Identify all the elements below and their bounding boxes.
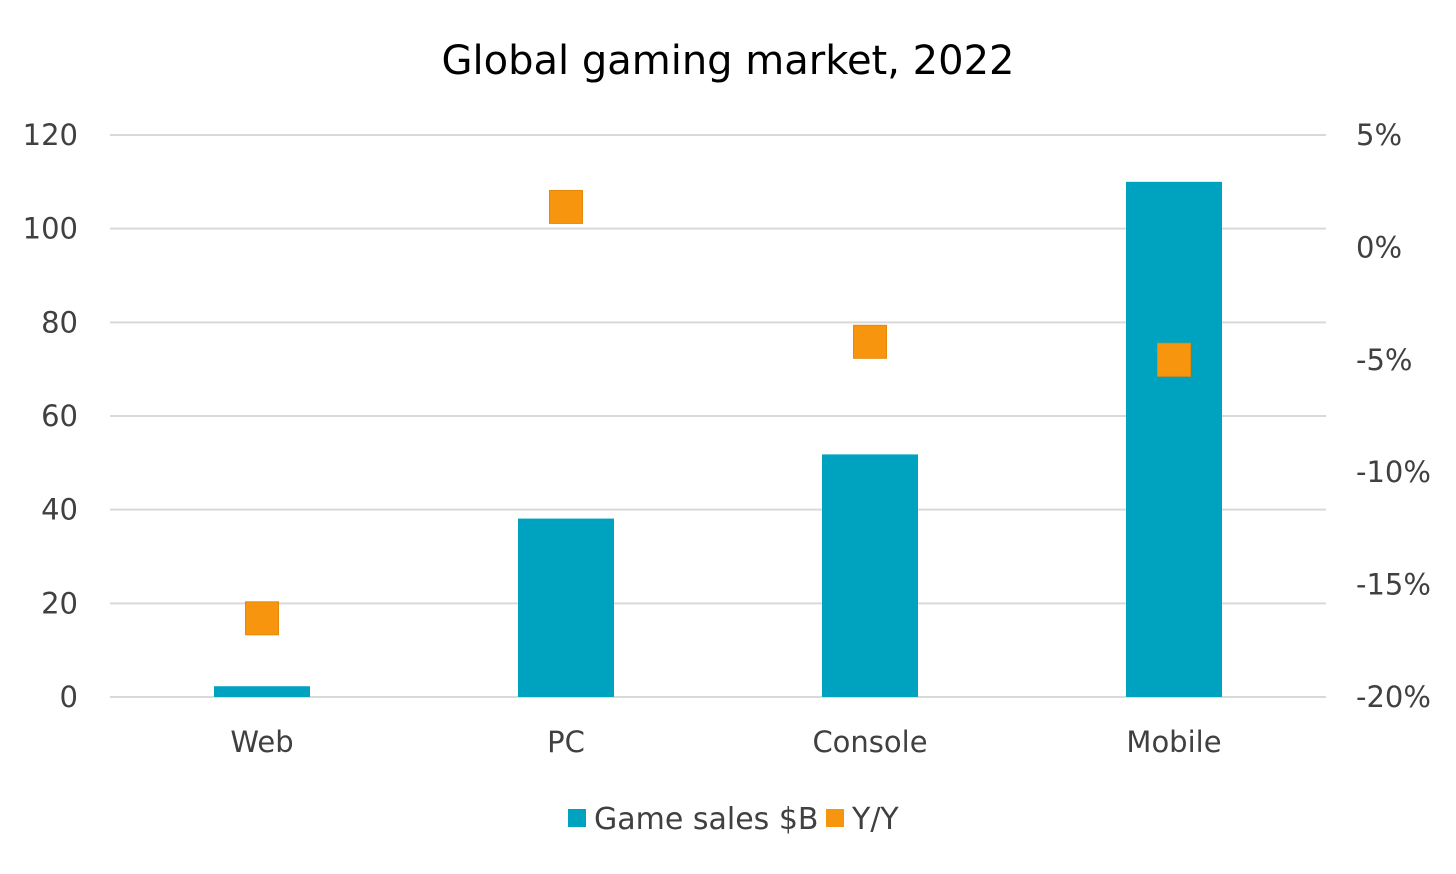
- y-left-tick-label: 60: [41, 399, 78, 433]
- x-tick-label: PC: [547, 725, 585, 759]
- y-left-tick-label: 20: [41, 586, 78, 620]
- marker-pc: [549, 189, 583, 224]
- x-axis: Web PC Console Mobile: [230, 725, 1221, 759]
- y-right-tick-label: -15%: [1356, 568, 1431, 602]
- gridlines: [110, 134, 1326, 698]
- legend-item: Game sales $B: [568, 802, 819, 837]
- marker-mobile: [1157, 342, 1191, 377]
- marker-series: [245, 189, 1191, 636]
- marker-console: [853, 324, 887, 359]
- y-left-tick-label: 0: [60, 680, 78, 714]
- y-right-tick-label: -5%: [1356, 343, 1412, 377]
- x-tick-label: Mobile: [1126, 725, 1221, 759]
- y-axis-right: -20% -15% -10% -5% 0% 5%: [1356, 118, 1431, 714]
- chart-title: Global gaming market, 2022: [442, 38, 1015, 84]
- legend-label: Y/Y: [851, 802, 899, 837]
- x-tick-label: Console: [812, 725, 927, 759]
- bar-web: [214, 686, 310, 697]
- y-left-tick-label: 40: [41, 493, 78, 527]
- legend-swatch: [568, 809, 586, 827]
- bar-series: [214, 181, 1222, 698]
- legend-label: Game sales $B: [594, 802, 819, 837]
- y-right-tick-label: 5%: [1356, 118, 1402, 152]
- bar-pc: [518, 518, 614, 697]
- y-right-tick-label: -10%: [1356, 455, 1431, 489]
- y-left-tick-label: 80: [41, 305, 78, 339]
- y-axis-left: 0 20 40 60 80 100 120: [23, 118, 78, 714]
- legend-swatch: [826, 809, 844, 827]
- bar-console: [822, 454, 918, 697]
- y-left-tick-label: 100: [23, 212, 78, 246]
- marker-web: [245, 601, 279, 636]
- legend-item: Y/Y: [826, 802, 899, 837]
- x-tick-label: Web: [230, 725, 293, 759]
- y-right-tick-label: 0%: [1356, 230, 1402, 264]
- legend: Game sales $B Y/Y: [568, 802, 899, 837]
- bar-mobile: [1126, 181, 1222, 698]
- y-left-tick-label: 120: [23, 118, 78, 152]
- y-right-tick-label: -20%: [1356, 680, 1431, 714]
